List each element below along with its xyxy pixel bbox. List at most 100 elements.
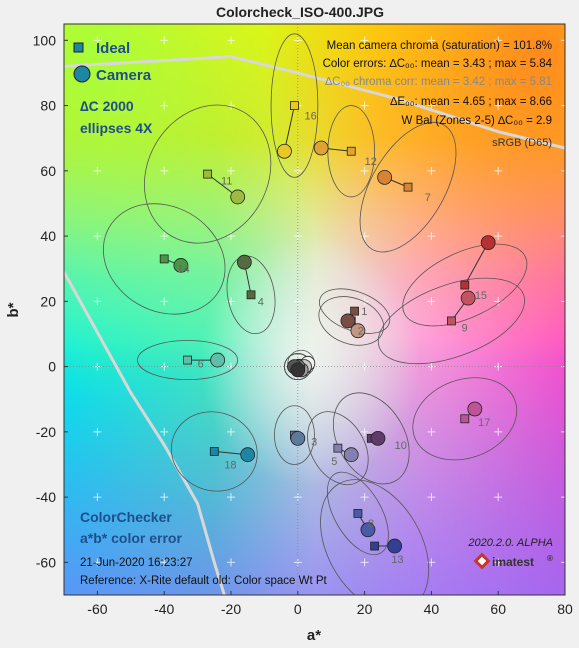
legend-ideal-marker xyxy=(73,42,84,53)
caption-subtitle: a*b* color error xyxy=(80,530,182,546)
camera-markers xyxy=(173,140,496,554)
registered-mark: ® xyxy=(547,554,553,563)
grid-cross xyxy=(93,558,102,567)
camera-marker xyxy=(236,254,252,270)
grid-cross xyxy=(427,101,436,110)
error-ellipse xyxy=(359,121,457,253)
x-tick-label: 60 xyxy=(490,601,506,617)
stats-color-errors: Color errors: ∆C₀₀: mean = 3.43 ; max = … xyxy=(323,58,553,70)
y-tick-label: -20 xyxy=(36,424,56,440)
stats-chroma: Mean camera chroma (saturation) = 101.8% xyxy=(327,40,552,52)
ideal-marker xyxy=(460,280,470,290)
axes-frame xyxy=(63,23,566,596)
legend-camera-label: Camera xyxy=(96,67,152,84)
grid-cross xyxy=(360,558,369,567)
grid-cross xyxy=(93,493,102,502)
error-ellipse xyxy=(402,243,528,327)
ideal-marker xyxy=(183,355,192,365)
caption-reference: Reference: X-Rite default old: Color spa… xyxy=(80,575,328,587)
camera-marker xyxy=(467,401,483,417)
x-axis-ticks: -60 -40 -20 0 20 40 60 80 xyxy=(87,591,573,617)
patch-label: 14 xyxy=(178,264,190,276)
camera-marker xyxy=(360,522,376,538)
y-tick-label: 60 xyxy=(40,163,56,179)
grid-cross xyxy=(227,362,235,371)
error-ellipse xyxy=(102,203,226,315)
grid-cross xyxy=(227,493,235,502)
error-ellipse xyxy=(326,471,389,556)
ideal-marker xyxy=(290,101,299,110)
patch-label: 12 xyxy=(365,156,377,168)
grid-cross xyxy=(227,427,235,436)
grid-cross xyxy=(494,427,503,436)
ideal-marker xyxy=(203,169,213,179)
grid-cross xyxy=(427,36,436,45)
grid-cross xyxy=(561,493,565,502)
camera-marker xyxy=(377,169,393,185)
y-tick-label: 80 xyxy=(40,98,56,114)
grid-cross xyxy=(494,101,503,110)
legend: Ideal Camera ∆C 2000 ellipses 4X xyxy=(73,40,153,136)
grid-cross xyxy=(360,36,369,45)
error-ellipse xyxy=(377,277,526,365)
stats-colorspace: sRGB (D65) xyxy=(492,137,552,149)
patch-label: 3 xyxy=(311,437,317,449)
caption-block: ColorChecker a*b* color error 21-Jun-202… xyxy=(80,509,328,587)
grid-cross xyxy=(160,493,169,502)
grid-cross xyxy=(494,493,503,502)
error-line xyxy=(464,242,489,286)
legend-note-2: ellipses 4X xyxy=(80,120,153,136)
patch-label: 9 xyxy=(461,322,467,334)
grid-cross xyxy=(561,232,565,241)
patch-label: 15 xyxy=(475,290,487,302)
patch-label: 8 xyxy=(368,518,374,530)
grid-cross xyxy=(93,166,102,175)
x-tick-label: -20 xyxy=(221,601,241,617)
grid-cross xyxy=(160,166,169,175)
grid-cross xyxy=(494,232,503,241)
grid-cross xyxy=(494,362,503,371)
grid-cross xyxy=(427,427,436,436)
camera-marker xyxy=(460,290,476,306)
x-tick-label: 80 xyxy=(557,601,573,617)
x-tick-label: -60 xyxy=(87,601,107,617)
grid-cross xyxy=(293,232,302,241)
y-tick-label: 0 xyxy=(48,359,56,375)
caption-title: ColorChecker xyxy=(80,509,172,525)
grid-cross xyxy=(360,427,369,436)
grid-cross xyxy=(160,232,169,241)
error-ellipse xyxy=(412,377,518,461)
camera-marker xyxy=(343,447,359,463)
x-axis-label: a* xyxy=(307,627,321,644)
x-tick-label: -40 xyxy=(154,601,174,617)
y-tick-label: -60 xyxy=(36,554,56,570)
ideal-marker xyxy=(460,414,470,424)
grid-cross xyxy=(427,166,436,175)
patch-label: 13 xyxy=(391,554,403,566)
error-ellipse xyxy=(327,105,376,198)
patch-label: 10 xyxy=(395,440,407,452)
x-tick-label: 40 xyxy=(424,601,440,617)
stats-chroma-corr: ∆C₀₀ chroma corr: mean = 3.42 ; max = 5.… xyxy=(325,76,552,88)
grid-cross xyxy=(293,558,302,567)
imatest-brand: imatest xyxy=(492,555,534,569)
grid-cross xyxy=(93,36,102,45)
grid-cross xyxy=(494,558,503,567)
grid-cross xyxy=(360,493,369,502)
grid-cross xyxy=(360,166,369,175)
error-line xyxy=(283,105,295,152)
grid-cross xyxy=(160,558,169,567)
patch-label: 7 xyxy=(425,192,431,204)
grid-cross xyxy=(160,101,169,110)
grid-cross xyxy=(561,166,565,175)
grid-cross xyxy=(494,36,503,45)
grid-cross xyxy=(93,101,102,110)
grid-cross xyxy=(227,36,235,45)
y-axis-label: b* xyxy=(5,302,22,317)
legend-camera-marker xyxy=(73,65,91,83)
x-tick-label: 20 xyxy=(357,601,373,617)
ideal-marker xyxy=(159,254,169,264)
grid-cross xyxy=(93,297,102,306)
